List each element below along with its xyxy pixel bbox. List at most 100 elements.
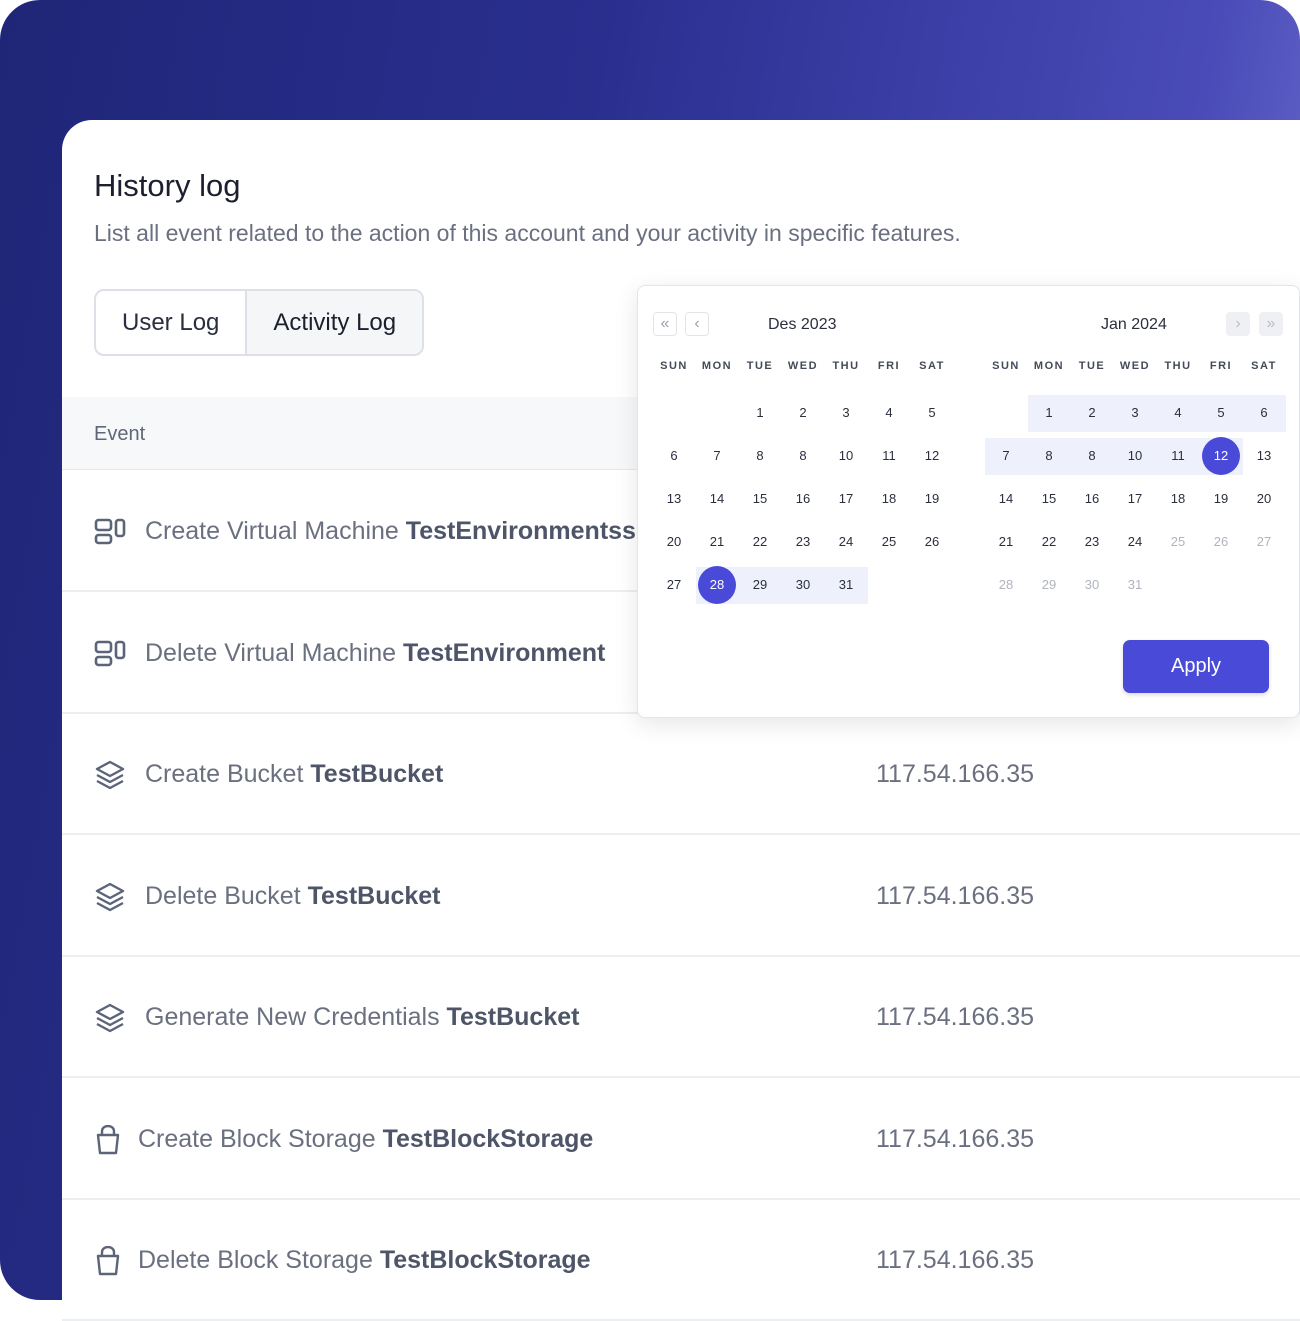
calendar-day[interactable]: 29 [752,577,768,592]
calendar-day[interactable]: 8 [799,448,807,463]
calendar-day[interactable]: 2 [799,405,807,420]
weekday-label: SUN [660,360,688,372]
bucket-icon [94,1124,126,1155]
calendar-day[interactable]: 19 [1213,491,1229,506]
next-year-button[interactable]: » [1259,312,1283,336]
ip-address: 117.54.166.35 [876,1124,1035,1153]
calendar-day[interactable]: 17 [1127,491,1143,506]
table-row[interactable]: Create Block Storage TestBlockStorage 11… [62,1079,1300,1200]
event-text: Create Block Storage TestBlockStorage [138,1125,593,1154]
calendar-day[interactable]: 14 [709,491,725,506]
calendar-day[interactable]: 11 [1171,448,1185,463]
weekday-label: WED [787,360,819,372]
calendar-day[interactable]: 25 [881,534,897,549]
tab-user-log[interactable]: User Log [122,309,220,336]
table-row[interactable]: Generate New Credentials TestBucket 117.… [62,957,1300,1078]
layers-icon [94,1003,126,1033]
table-row[interactable]: Delete Block Storage TestBlockStorage 11… [62,1200,1300,1321]
calendar-day[interactable]: 31 [1127,577,1143,592]
calendar-day[interactable]: 16 [795,491,811,506]
calendar-day[interactable]: 28 [998,577,1014,592]
event-text: Delete Bucket TestBucket [145,882,441,911]
calendar-day[interactable]: 21 [709,534,725,549]
weekday-label: THU [832,360,860,372]
event-action: Generate New Credentials [145,1003,440,1031]
next-month-button[interactable]: › [1226,312,1250,336]
calendar-day[interactable]: 20 [666,534,682,549]
weekday-label: FRI [1209,360,1233,372]
weekday-label: WED [1119,360,1151,372]
calendar-day[interactable]: 22 [752,534,768,549]
calendar-day[interactable]: 18 [881,491,897,506]
calendar-day[interactable]: 19 [924,491,940,506]
calendar-day[interactable]: 14 [998,491,1014,506]
event-target: TestBucket [446,1003,580,1031]
calendar-day[interactable]: 26 [1213,534,1229,549]
calendar-day[interactable]: 6 [1260,405,1268,420]
calendar-day[interactable]: 13 [666,491,682,506]
calendar-day[interactable]: 10 [838,448,854,463]
calendar-day[interactable]: 5 [1217,405,1225,420]
table-row[interactable]: Create Virtual Machine TestEnvironmentss… [62,471,1300,592]
table-row[interactable]: Delete Bucket TestBucket 117.54.166.35 [62,836,1300,957]
calendar-day[interactable]: 28 [698,566,736,604]
calendar-day[interactable]: 25 [1170,534,1186,549]
calendar-day[interactable]: 12 [1202,437,1240,475]
calendar-day[interactable]: 12 [924,448,940,463]
calendar-day[interactable]: 15 [1041,491,1057,506]
calendar-day[interactable]: 11 [882,448,896,463]
calendar-day[interactable]: 1 [1045,405,1053,420]
layers-icon [94,760,126,790]
layers-icon [94,882,126,912]
range-highlight [984,437,1243,475]
calendar-day[interactable]: 22 [1041,534,1057,549]
calendar-day[interactable]: 29 [1041,577,1057,592]
calendar-day[interactable]: 3 [1131,405,1139,420]
date-range-picker: « ‹ › » Des 2023 Jan 2024 SUN MON TUE WED TH… [637,285,1300,718]
calendar-day[interactable]: 6 [670,448,678,463]
range-highlight [1027,394,1286,432]
calendar-day[interactable]: 24 [838,534,854,549]
calendar-day[interactable]: 30 [795,577,811,592]
tab-activity-log[interactable]: Activity Log [245,291,423,354]
event-action: Create Virtual Machine [145,517,399,545]
calendar-day[interactable]: 26 [924,534,940,549]
calendar-day[interactable]: 18 [1170,491,1186,506]
calendar-day[interactable]: 5 [928,405,936,420]
calendar-day[interactable]: 27 [666,577,682,592]
calendar-day[interactable]: 1 [756,405,764,420]
event-action: Create Block Storage [138,1124,376,1153]
calendar-day[interactable]: 16 [1084,491,1100,506]
prev-year-button[interactable]: « [653,312,677,336]
prev-month-button[interactable]: ‹ [685,312,709,336]
calendar-day[interactable]: 20 [1256,491,1272,506]
calendar-day[interactable]: 2 [1088,405,1096,420]
apply-button[interactable]: Apply [1123,640,1269,693]
calendar-day[interactable]: 23 [795,534,811,549]
calendar-day[interactable]: 23 [1084,534,1100,549]
calendar-day[interactable]: 15 [752,491,768,506]
calendar-day[interactable]: 24 [1127,534,1143,549]
calendar-day[interactable]: 10 [1127,448,1143,463]
calendar-day[interactable]: 21 [998,534,1014,549]
weekday-label: MON [1033,360,1065,372]
calendar-day[interactable]: 30 [1084,577,1100,592]
virtual-machine-icon [94,639,126,669]
calendar-day[interactable]: 17 [838,491,854,506]
event-action: Delete Virtual Machine [145,638,397,667]
calendar-day[interactable]: 27 [1256,534,1272,549]
table-row[interactable]: Create Bucket TestBucket 117.54.166.35 [62,714,1300,835]
calendar-day[interactable]: 8 [756,448,764,463]
calendar-day[interactable]: 31 [838,577,854,592]
calendar-day[interactable]: 8 [1088,448,1096,463]
calendar-day[interactable]: 7 [713,448,721,463]
calendar-day[interactable]: 3 [842,405,850,420]
calendar-day[interactable]: 8 [1045,448,1053,463]
calendar-day[interactable]: 4 [885,405,893,420]
calendar-day[interactable]: 4 [1174,405,1182,420]
calendar-day[interactable]: 13 [1256,448,1272,463]
calendar-day[interactable]: 7 [1002,448,1010,463]
ip-address: 117.54.166.35 [876,881,1035,910]
event-target: TestEnvironmentssss [405,517,664,545]
ip-address: 117.54.166.35 [876,760,1035,788]
